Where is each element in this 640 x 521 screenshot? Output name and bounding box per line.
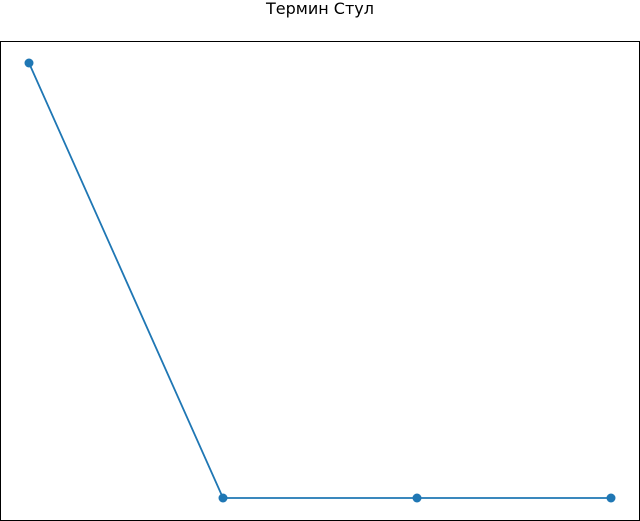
data-point	[412, 493, 422, 503]
plot-frame	[0, 41, 640, 521]
data-point	[24, 58, 34, 68]
data-point	[218, 493, 228, 503]
chart-title: Термин Стул	[265, 0, 374, 18]
series-line	[28, 62, 611, 499]
series-layer	[24, 58, 616, 503]
data-point	[606, 493, 616, 503]
